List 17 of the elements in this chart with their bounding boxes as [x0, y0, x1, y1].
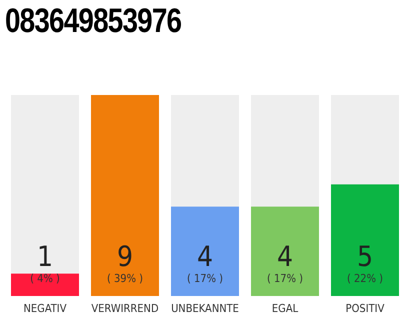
- data-label: 9: [116, 240, 134, 273]
- data-label: 1: [36, 240, 54, 273]
- annotation: ( 22% ): [346, 272, 384, 285]
- data-label: 5: [356, 240, 374, 273]
- annotation: ( 39% ): [106, 272, 144, 285]
- x-tick-label: POSITIV: [346, 302, 385, 315]
- annotation: ( 17% ): [186, 272, 224, 285]
- annotation: ( 17% ): [266, 272, 304, 285]
- x-tick-label: NEGATIV: [24, 302, 67, 315]
- x-tick-label: VERWIRREND: [91, 302, 159, 315]
- bar: [11, 274, 79, 296]
- x-tick-label: UNBEKANNTE: [171, 302, 239, 315]
- data-label: 4: [196, 240, 214, 273]
- x-tick-label: EGAL: [272, 302, 299, 315]
- chart-title: 083649853976: [5, 2, 182, 41]
- data-label: 4: [276, 240, 294, 273]
- annotation: ( 4% ): [30, 272, 60, 285]
